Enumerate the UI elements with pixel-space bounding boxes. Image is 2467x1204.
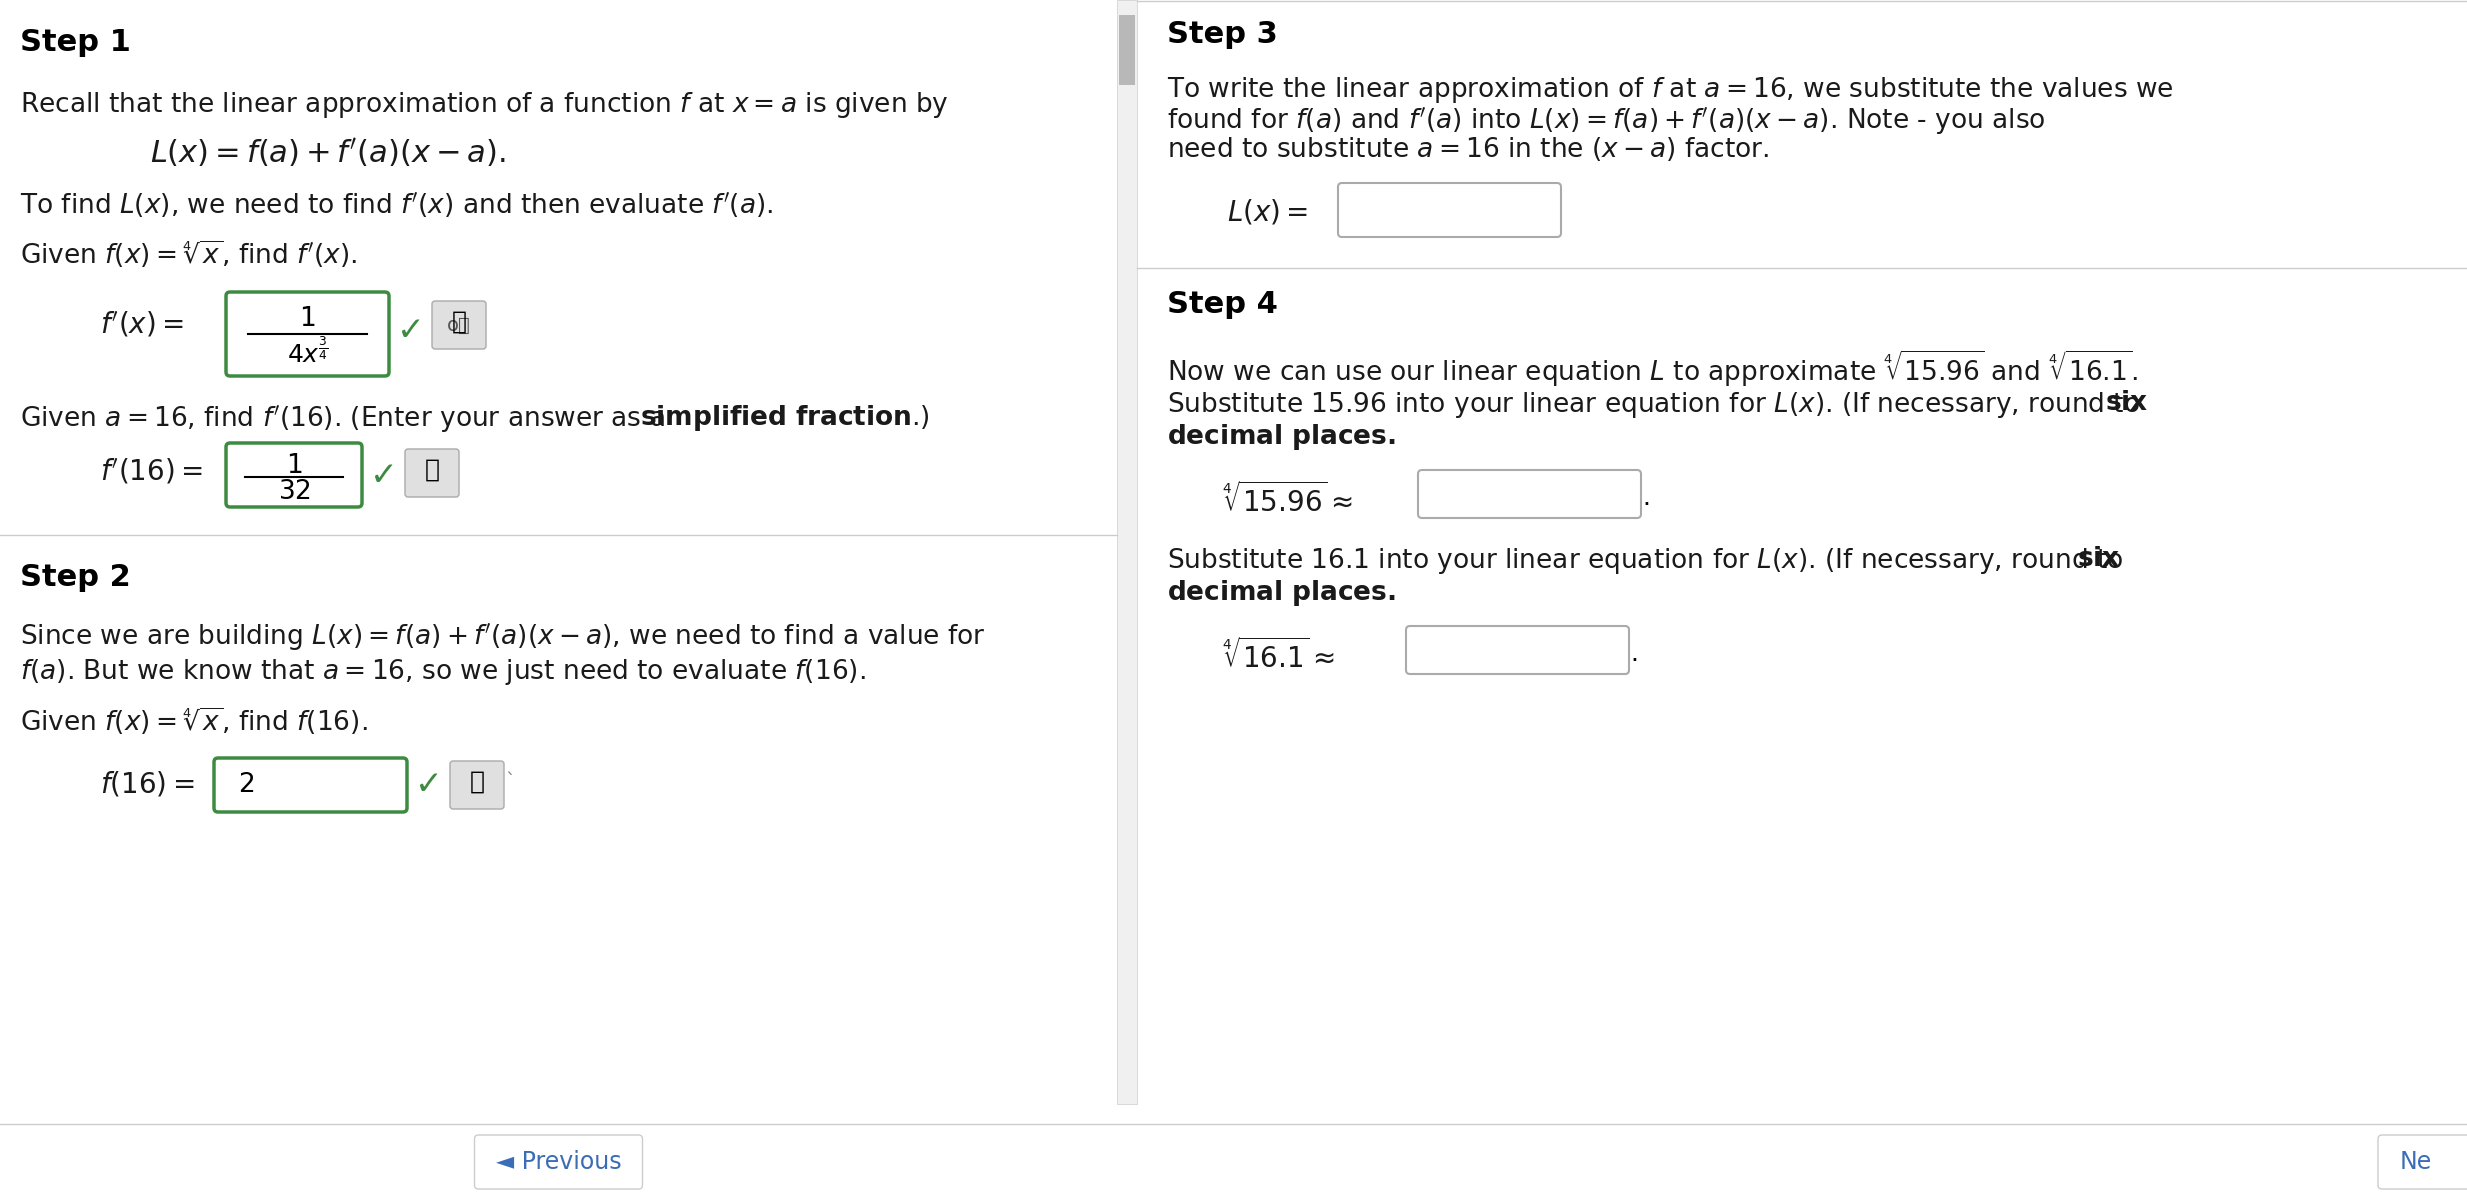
Text: 🗝: 🗝 [451, 309, 466, 334]
Text: Substitute 15.96 into your linear equation for $L(x)$. (If necessary, round to: Substitute 15.96 into your linear equati… [1167, 390, 2141, 420]
Text: $4x^{\frac{3}{4}}$: $4x^{\frac{3}{4}}$ [286, 337, 328, 367]
Bar [0, 1125, 2467, 1204]
FancyBboxPatch shape [449, 761, 503, 809]
Text: Recall that the linear approximation of a function $f$ at $x = a$ is given by: Recall that the linear approximation of … [20, 90, 950, 120]
Text: $\mathbf{six}$: $\mathbf{six}$ [2077, 545, 2119, 572]
Text: Ne: Ne [2400, 1150, 2432, 1174]
Bar [1120, 14, 1135, 85]
Text: $\sqrt[4]{15.96} \approx$: $\sqrt[4]{15.96} \approx$ [1221, 482, 1352, 518]
Text: Substitute 16.1 into your linear equation for $L(x)$. (If necessary, round to: Substitute 16.1 into your linear equatio… [1167, 545, 2124, 576]
Text: Given $a = 16$, find $f'(16)$. (Enter your answer as a: Given $a = 16$, find $f'(16)$. (Enter yo… [20, 403, 666, 435]
FancyBboxPatch shape [227, 443, 363, 507]
Text: $1$: $1$ [299, 306, 316, 332]
Text: $L(x) =$: $L(x) =$ [1226, 197, 1308, 226]
FancyBboxPatch shape [227, 293, 390, 376]
Text: 🗝: 🗝 [469, 771, 484, 793]
FancyBboxPatch shape [1419, 470, 1641, 518]
Text: `: ` [506, 772, 516, 791]
Text: To write the linear approximation of $f$ at $a = 16$, we substitute the values w: To write the linear approximation of $f$… [1167, 75, 2173, 105]
FancyBboxPatch shape [2378, 1135, 2467, 1190]
Text: .: . [1631, 642, 1638, 666]
Text: ✓: ✓ [397, 314, 424, 347]
Text: $f'(x) =$: $f'(x) =$ [101, 309, 185, 340]
Text: Step 1: Step 1 [20, 28, 131, 57]
FancyBboxPatch shape [405, 449, 459, 497]
FancyBboxPatch shape [432, 301, 486, 349]
Bar [1118, 0, 1137, 1104]
FancyBboxPatch shape [1337, 183, 1562, 237]
Text: .: . [1643, 486, 1650, 510]
Text: $\mathbf{six}$: $\mathbf{six}$ [2104, 390, 2149, 417]
Text: Step 4: Step 4 [1167, 290, 1278, 319]
Text: $\mathbf{decimal\ places.}$: $\mathbf{decimal\ places.}$ [1167, 578, 1396, 608]
Text: To find $L(x)$, we need to find $f'(x)$ and then evaluate $f'(a)$.: To find $L(x)$, we need to find $f'(x)$ … [20, 190, 772, 220]
Text: Given $f(x) = \sqrt[4]{x}$, find $f'(x)$.: Given $f(x) = \sqrt[4]{x}$, find $f'(x)$… [20, 238, 358, 270]
Text: ◄ Previous: ◄ Previous [496, 1150, 622, 1174]
Text: $1$: $1$ [286, 453, 301, 479]
Text: Given $f(x) = \sqrt[4]{x}$, find $f(16)$.: Given $f(x) = \sqrt[4]{x}$, find $f(16)$… [20, 706, 368, 737]
Text: ✓: ✓ [370, 459, 397, 492]
Text: $\mathbf{simplified\ fraction}$.): $\mathbf{simplified\ fraction}$.) [639, 403, 930, 433]
Text: $f(a)$. But we know that $a = 16$, so we just need to evaluate $f(16)$.: $f(a)$. But we know that $a = 16$, so we… [20, 657, 866, 687]
Text: $32$: $32$ [279, 479, 311, 504]
Text: $2$: $2$ [237, 772, 254, 798]
FancyBboxPatch shape [474, 1135, 641, 1190]
FancyBboxPatch shape [215, 759, 407, 811]
Text: found for $f(a)$ and $f'(a)$ into $L(x) = f(a) + f'(a)(x - a)$. Note - you also: found for $f(a)$ and $f'(a)$ into $L(x) … [1167, 105, 2045, 137]
FancyBboxPatch shape [1406, 626, 1628, 674]
Text: Step 2: Step 2 [20, 563, 131, 592]
Text: need to substitute $a = 16$ in the $(x - a)$ factor.: need to substitute $a = 16$ in the $(x -… [1167, 135, 1769, 163]
Text: $f(16) =$: $f(16) =$ [101, 769, 195, 798]
Text: Step 3: Step 3 [1167, 20, 1278, 49]
Text: o⃣: o⃣ [447, 315, 471, 335]
Text: $f'(16) =$: $f'(16) =$ [101, 458, 202, 486]
Text: Since we are building $L(x) = f(a) + f'(a)(x - a)$, we need to find a value for: Since we are building $L(x) = f(a) + f'(… [20, 621, 987, 653]
Text: 🗝: 🗝 [424, 458, 439, 482]
Text: $L(x) = f(a) + f'(a)(x - a).$: $L(x) = f(a) + f'(a)(x - a).$ [150, 136, 506, 169]
Text: Now we can use our linear equation $L$ to approximate $\sqrt[4]{15.96}$ and $\sq: Now we can use our linear equation $L$ t… [1167, 348, 2139, 389]
Text: $\mathbf{decimal\ places.}$: $\mathbf{decimal\ places.}$ [1167, 421, 1396, 452]
Text: ✓: ✓ [414, 768, 444, 801]
Text: $\sqrt[4]{16.1} \approx$: $\sqrt[4]{16.1} \approx$ [1221, 638, 1335, 674]
